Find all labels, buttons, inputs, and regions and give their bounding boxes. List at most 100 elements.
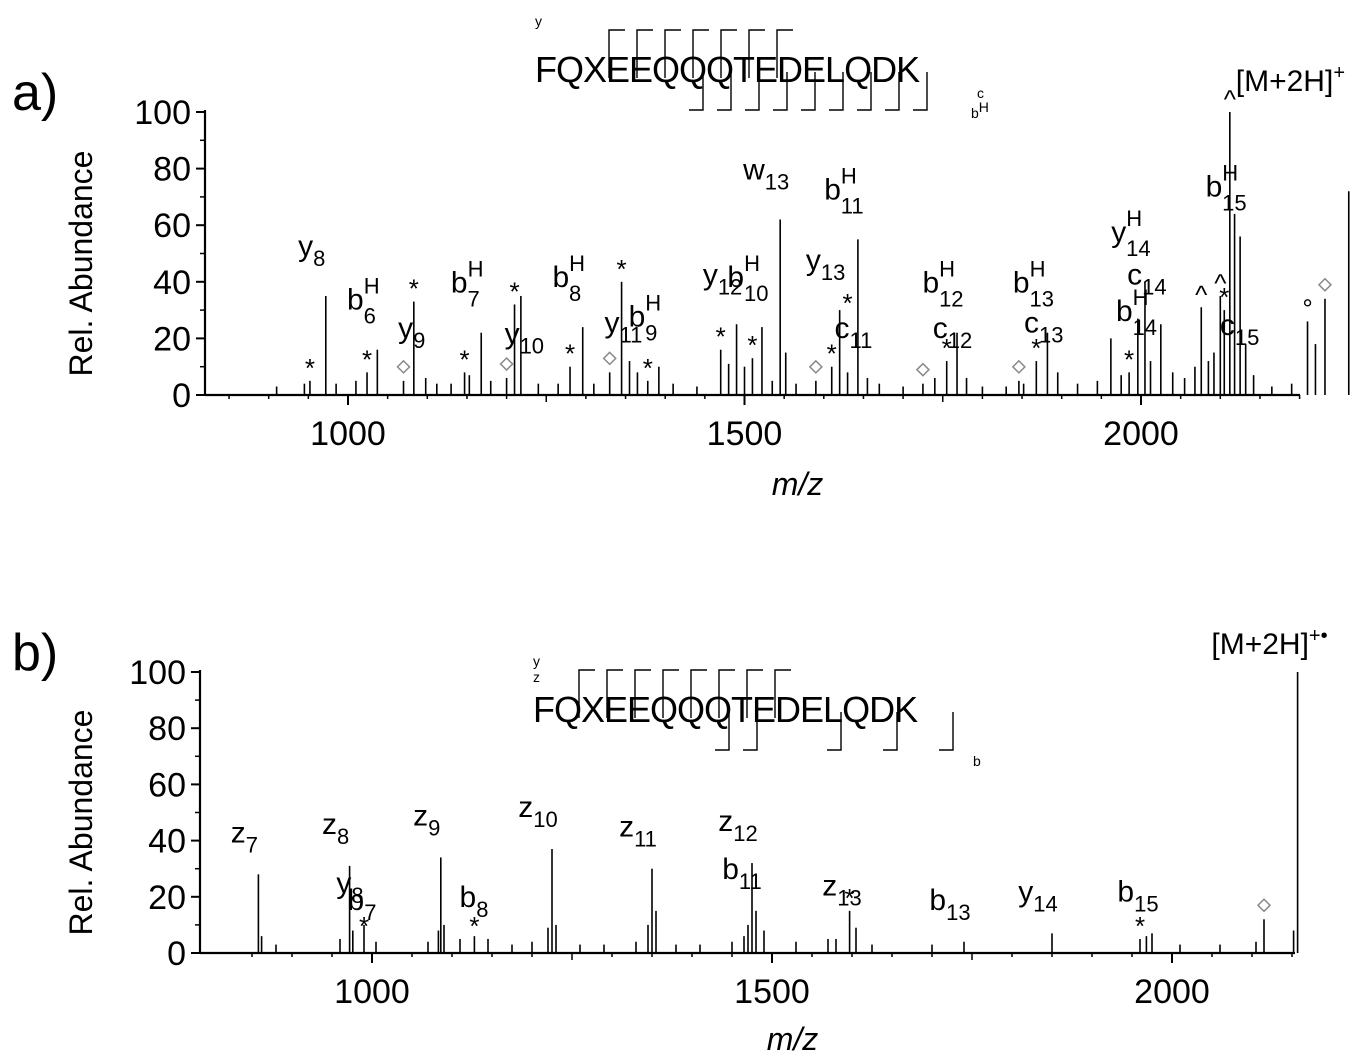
diamond-marker [1256, 898, 1272, 913]
fragment-bracket-bottom [801, 72, 816, 111]
ion-label: b7 [348, 884, 377, 925]
peak-marker: * [716, 322, 726, 352]
fragment-bracket-bottom [829, 72, 844, 111]
ion-label: bH 13 [1013, 257, 1054, 312]
x-axis-title: m/z [767, 1021, 819, 1055]
series-label: z [533, 669, 540, 685]
precursor-label: [M+2H]+• [1211, 625, 1327, 661]
ion-label: y14 [1018, 875, 1057, 916]
x-tick-label: 2000 [1134, 973, 1210, 1011]
y-tick-label: 40 [148, 823, 186, 861]
peak-marker: * [460, 344, 470, 374]
fragment-bracket-bottom [717, 72, 732, 111]
ion-label: z9 [413, 799, 440, 840]
fragment-bracket-bottom [857, 72, 872, 111]
series-label: b [973, 753, 981, 769]
diamond-marker [396, 359, 411, 374]
ion-label: y11 [605, 306, 643, 347]
ion-label: yH 14 [1111, 206, 1150, 261]
ion-label: z10 [518, 791, 557, 832]
peak-marker: ° [1302, 293, 1312, 323]
fragment-bracket-bottom [827, 712, 842, 751]
ion-label: b13 [929, 884, 970, 925]
fragment-bracket-top [720, 29, 737, 78]
ion-label: w13 [742, 154, 789, 195]
diamond-marker [808, 359, 823, 374]
fragment-bracket-top [606, 669, 623, 718]
series-label: y [533, 653, 540, 669]
peak-marker: * [1135, 911, 1145, 941]
y-tick-label: 80 [148, 710, 186, 748]
peak-marker: ^ [1224, 84, 1237, 114]
ion-label: bH 12 [922, 257, 963, 312]
fragment-bracket-bottom [743, 712, 758, 751]
ion-label: y13 [806, 244, 845, 285]
fragment-bracket-bottom [885, 72, 900, 111]
peak-marker: * [617, 254, 627, 284]
y-tick-label: 60 [153, 207, 191, 245]
diamond-marker [1317, 277, 1333, 292]
series-label: bH [971, 99, 989, 121]
y-tick-label: 0 [167, 935, 186, 973]
y-tick-label: 100 [134, 94, 191, 132]
y-tick-label: 20 [153, 320, 191, 358]
ion-label: y9 [398, 312, 425, 353]
x-tick-label: 1000 [334, 973, 410, 1011]
ion-label: bH 9 [629, 291, 662, 346]
fragment-bracket-top [776, 29, 793, 78]
x-tick-label: 1000 [310, 415, 386, 453]
panel-a: a) 0 20 40 60 80 100 1000 1500 2000 m/z Rel. Abunda… [12, 13, 1350, 502]
ion-label: y8 [298, 230, 325, 271]
fragment-bracket-top [608, 29, 625, 78]
y-tick-label: 0 [172, 377, 191, 415]
y-axis-title: Rel. Abundance [63, 710, 99, 936]
fragment-bracket-top [578, 669, 595, 718]
peak-marker: * [565, 339, 575, 369]
ion-label: bH 8 [552, 251, 585, 306]
y-tick-label: 100 [129, 654, 186, 692]
ion-label: bH 7 [451, 257, 484, 312]
ion-label: bH 11 [824, 163, 863, 218]
y-axis-title: Rel. Abundance [63, 151, 99, 377]
ion-label: bH 15 [1206, 161, 1247, 216]
ion-label: b11 [722, 853, 762, 894]
peak-marker: * [362, 344, 372, 374]
peak-marker: * [305, 353, 315, 383]
fragment-bracket-top [718, 669, 735, 718]
panel-b: b) 0 20 40 60 80 100 1000 1500 2000 m/z Rel. Abunda… [12, 624, 1328, 1055]
ion-label: z12 [718, 805, 757, 846]
ion-label: c13 [1024, 306, 1063, 347]
ion-label: z8 [322, 808, 349, 849]
peak-marker: * [509, 276, 519, 306]
peptide-sequence: FQXEEQQQTEDELQDK [533, 689, 918, 730]
x-tick-label: 1500 [707, 415, 783, 453]
diamond-marker [602, 351, 617, 366]
ion-label: b15 [1117, 875, 1158, 916]
peak-marker: * [827, 339, 837, 369]
precursor-label: [M+2H]+ [1236, 62, 1345, 98]
fragment-bracket-top [692, 29, 709, 78]
fragment-bracket-bottom [715, 712, 730, 751]
fragment-bracket-bottom [689, 72, 704, 111]
fragment-bracket-top [664, 29, 681, 78]
y-tick-label: 60 [148, 766, 186, 804]
fragment-bracket-bottom [939, 712, 954, 751]
ion-label: z13 [822, 870, 861, 911]
y-tick-label: 40 [153, 264, 191, 302]
fragment-bracket-top [662, 669, 679, 718]
fragment-bracket-top [636, 29, 653, 78]
fragment-bracket-bottom [883, 712, 898, 751]
diamond-marker [499, 356, 514, 372]
fragment-bracket-top [634, 669, 651, 718]
peak-marker: * [843, 288, 853, 318]
fragment-bracket-bottom [773, 72, 788, 111]
peak-marker: ^ [1214, 268, 1227, 298]
peak-marker: * [469, 911, 479, 941]
peak-marker: * [1219, 282, 1229, 312]
peak-marker: * [747, 330, 757, 360]
peak-marker: * [942, 333, 952, 363]
ion-label: y10 [505, 318, 544, 359]
peak-marker: ^ [1195, 279, 1208, 309]
ion-label: c12 [933, 312, 972, 353]
